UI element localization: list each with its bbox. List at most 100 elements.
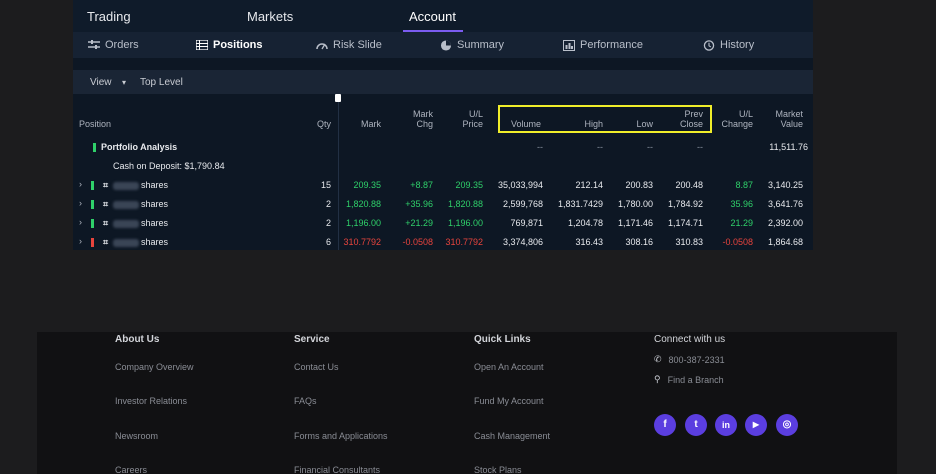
portfolio-marker [93,143,96,152]
header-market-value-line2: Value [780,119,803,129]
header-prev-close-line2: Close [679,119,703,129]
redacted-symbol [113,200,139,209]
subtab-history[interactable]: History [703,39,754,51]
high-cell: 1,831.7429 [557,199,603,209]
mark-cell: 1,820.88 [345,199,381,209]
footer-link-financial-consultants[interactable]: Financial Consultants [294,465,381,474]
history-icon [703,39,715,51]
tab-markets[interactable]: Markets [247,9,294,24]
expand-chevron-icon[interactable]: › [79,198,82,208]
table-row[interactable]: › ⌗ shares 2 1,196.00 +21.29 1,196.00 76… [73,214,813,233]
header-ul-price[interactable]: U/L Price [443,109,483,129]
tab-account[interactable]: Account [409,9,456,24]
top-navigation: Trading Markets Account [73,0,813,32]
grid-icon: ⌗ [103,199,109,209]
portfolio-market-value: 11,511.76 [769,142,808,152]
footer-link-stock-plans[interactable]: Stock Plans [474,465,522,474]
position-name: shares [113,199,168,209]
prev-close-cell: 200.48 [675,180,703,190]
volume-cell: 3,374,806 [502,237,543,247]
view-bar: View ▾ Top Level [73,70,813,94]
phone-icon: ✆ [654,354,662,364]
footer-heading-service: Service [294,334,330,345]
header-qty[interactable]: Qty [316,119,331,129]
footer-link-faqs[interactable]: FAQs [294,396,317,406]
highlight-box [498,105,712,133]
portfolio-row[interactable]: Portfolio Analysis -- -- -- -- 11,511.76 [73,138,813,157]
view-level-value[interactable]: Top Level [140,77,183,88]
footer-link-open-account[interactable]: Open An Account [474,362,544,372]
footer-link-company-overview[interactable]: Company Overview [115,362,194,372]
footer-heading-connect: Connect with us [654,334,726,345]
positions-table: Position Qty Mark Mark Chg U/L Price Vol… [73,94,813,250]
footer-find-branch-label: Find a Branch [667,374,724,385]
header-position[interactable]: Position [79,119,112,129]
trading-app: Trading Markets Account Orders Positions… [73,0,813,250]
header-mark-chg[interactable]: Mark Chg [393,109,433,129]
table-row[interactable]: › ⌗ shares 15 209.35 +8.87 209.35 35,033… [73,176,813,195]
table-row[interactable]: › ⌗ shares 2 1,820.88 +35.96 1,820.88 2,… [73,195,813,214]
grid-icon: ⌗ [103,180,109,190]
header-high[interactable]: High [584,119,603,129]
high-cell: 1,204.78 [567,218,603,228]
column-divider [338,102,339,250]
footer-link-cash-management[interactable]: Cash Management [474,431,551,441]
expand-chevron-icon[interactable]: › [79,179,82,189]
footer-link-investor-relations[interactable]: Investor Relations [115,396,188,406]
expand-chevron-icon[interactable]: › [79,236,82,246]
low-cell: 1,171.46 [617,218,653,228]
header-volume[interactable]: Volume [510,119,541,129]
prev-close-cell: 310.83 [675,237,703,247]
ul-change-cell: -0.0508 [722,237,753,247]
header-low[interactable]: Low [636,119,653,129]
header-prev-close-line1: Prev [684,109,703,119]
market-value-cell: 3,140.25 [767,180,803,190]
active-tab-indicator [403,30,463,32]
mark-cell: 310.7792 [343,237,381,247]
footer-link-newsroom[interactable]: Newsroom [115,431,159,441]
footer-find-branch[interactable]: ⚲ Find a Branch [654,374,724,385]
subtab-history-label: History [720,39,755,51]
header-prev-close[interactable]: Prev Close [663,109,703,129]
footer-link-forms[interactable]: Forms and Applications [294,431,388,441]
facebook-icon[interactable]: f [654,414,676,436]
subtab-positions-label: Positions [213,39,263,51]
ul-price-cell: 1,196.00 [447,218,483,228]
mark-chg-cell: -0.0508 [402,237,433,247]
position-name-text: shares [141,180,169,190]
header-mark-chg-line2: Chg [416,119,433,129]
footer-phone[interactable]: ✆ 800-387-2331 [654,354,725,365]
column-resize-handle[interactable] [335,94,341,102]
redacted-symbol [113,219,139,228]
header-ul-change[interactable]: U/L Change [713,109,753,129]
subtab-orders[interactable]: Orders [88,39,139,51]
instagram-icon[interactable]: ◎ [776,414,798,436]
footer-link-contact-us[interactable]: Contact Us [294,362,339,372]
position-marker [91,200,94,209]
position-name-text: shares [141,218,169,228]
subtab-summary[interactable]: Summary [440,39,504,51]
view-dropdown-label[interactable]: View [90,77,112,88]
position-marker [91,181,94,190]
twitter-icon[interactable]: t [685,414,707,436]
header-mark[interactable]: Mark [361,119,381,129]
youtube-icon[interactable]: ▶ [745,414,767,436]
cash-on-deposit: Cash on Deposit: $1,790.84 [113,161,225,171]
subtab-risk-slide[interactable]: Risk Slide [316,39,382,51]
volume-dash: -- [537,142,543,152]
footer-link-careers[interactable]: Careers [115,465,148,474]
volume-cell: 2,599,768 [502,199,543,209]
subtab-positions[interactable]: Positions [195,38,263,51]
header-market-value-line1: Market [775,109,803,119]
footer-heading-about: About Us [115,334,160,345]
footer-link-fund-account[interactable]: Fund My Account [474,396,544,406]
linkedin-icon[interactable]: in [715,414,737,436]
header-market-value[interactable]: Market Value [763,109,803,129]
expand-chevron-icon[interactable]: › [79,217,82,227]
position-name: shares [113,218,168,228]
tab-trading[interactable]: Trading [87,9,131,24]
subtab-performance[interactable]: Performance [563,39,643,51]
mark-chg-cell: +8.87 [410,180,433,190]
chevron-down-icon[interactable]: ▾ [122,78,127,87]
table-row[interactable]: › ⌗ shares 6 310.7792 -0.0508 310.7792 3… [73,233,813,252]
